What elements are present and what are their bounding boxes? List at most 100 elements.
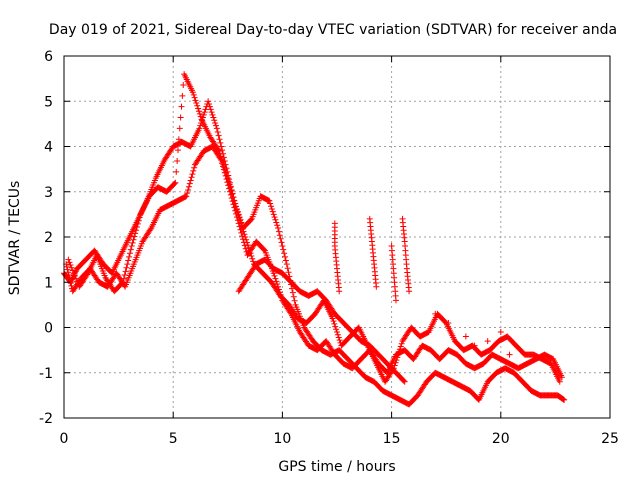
data-point-track-b [190, 167, 197, 174]
data-point-track-c [189, 89, 196, 96]
data-point-track-c [242, 234, 249, 240]
data-point-track-c [329, 315, 336, 322]
x-tick-label: 0 [60, 431, 69, 447]
data-point-track-c [221, 164, 228, 171]
data-point-track-a [272, 216, 279, 223]
data-point-spikes [462, 333, 469, 340]
data-point-track-a [289, 289, 296, 296]
data-point-track-c [67, 262, 74, 269]
data-point-track-c [243, 236, 250, 243]
data-point-track-b [67, 280, 74, 287]
data-point-track-c [396, 346, 403, 353]
data-point-track-c [135, 217, 142, 224]
data-point-track-c [234, 209, 241, 216]
data-point-track-a [290, 293, 297, 300]
data-point-spikes [506, 351, 513, 358]
data-point-track-c [393, 357, 400, 364]
data-point-track-c [193, 100, 200, 107]
data-point-track-c [120, 275, 127, 282]
data-point-track-c [130, 236, 137, 243]
data-point-track-c [224, 175, 231, 182]
data-point-track-a [202, 106, 209, 113]
data-point-track-c [172, 179, 179, 186]
x-tick-label: 10 [273, 431, 291, 447]
data-point-track-a [271, 214, 278, 221]
data-point-track-c [395, 351, 402, 358]
data-point-track-a [213, 122, 220, 129]
data-point-track-c [232, 203, 239, 210]
data-point-track-c [216, 148, 223, 155]
data-point-track-c [223, 172, 230, 179]
data-point-track-a [279, 243, 286, 250]
data-point-track-c [331, 320, 338, 327]
data-point-track-a [268, 205, 275, 212]
data-point-track-c [197, 113, 204, 120]
data-point-spikes [392, 297, 399, 304]
data-point-track-a [282, 253, 289, 260]
data-point-track-c [74, 278, 81, 285]
data-point-track-c [119, 280, 126, 287]
data-point-track-a [275, 224, 282, 231]
data-point-track-c [132, 230, 139, 237]
data-point-track-d [400, 377, 407, 384]
data-point-track-c [236, 214, 243, 221]
data-point-track-c [123, 264, 130, 271]
data-point-track-c [66, 259, 73, 266]
data-point-track-a [289, 285, 296, 292]
data-point-track-c [194, 102, 201, 109]
data-point-track-b [184, 190, 191, 197]
data-point-track-c [222, 167, 229, 174]
data-point-track-c [192, 97, 199, 104]
data-point-spikes [497, 329, 504, 336]
data-point-track-c [217, 153, 224, 160]
data-point-track-c [69, 267, 76, 274]
x-tick-label: 5 [169, 431, 178, 447]
data-point-track-b [271, 272, 278, 279]
data-point-track-a [283, 261, 290, 268]
data-point-track-c [134, 220, 141, 227]
grid-lines [64, 56, 610, 418]
x-axis-ticks: 0 5 10 15 20 25 [60, 56, 619, 447]
y-tick-label: 6 [44, 49, 53, 65]
y-tick-label: 3 [44, 185, 53, 201]
data-point-spikes [471, 342, 478, 349]
data-point-track-a [211, 117, 218, 124]
data-point-track-a [210, 114, 217, 121]
data-point-track-a [215, 132, 222, 139]
data-point-track-c [73, 275, 80, 282]
data-point-spikes [406, 288, 413, 295]
data-point-track-a [200, 111, 207, 118]
y-tick-label: 2 [44, 230, 53, 246]
y-tick-label: 5 [44, 94, 53, 110]
data-point-track-c [174, 157, 181, 164]
data-point-track-d [401, 378, 408, 385]
data-point-track-c [398, 340, 405, 347]
data-point-spikes [484, 338, 491, 345]
data-point-track-c [179, 92, 186, 99]
data-point-track-b [185, 183, 192, 190]
data-point-track-b [67, 277, 74, 284]
data-point-track-a [206, 103, 213, 110]
y-tick-label: -2 [39, 411, 53, 427]
data-point-track-a [216, 136, 223, 143]
data-point-track-c [223, 169, 230, 176]
data-point-track-c [228, 187, 235, 194]
data-point-track-a [267, 200, 274, 207]
data-point-track-b [189, 171, 196, 178]
data-point-track-a [247, 216, 254, 223]
data-point-track-c [247, 250, 254, 257]
data-point-track-b [187, 177, 194, 184]
data-point-track-c [171, 180, 178, 187]
data-point-track-c [180, 81, 187, 88]
data-point-track-c [195, 105, 202, 112]
data-point-track-c [556, 378, 563, 385]
data-point-track-b [273, 278, 280, 285]
data-point-track-c [392, 359, 399, 366]
data-point-track-c [397, 343, 404, 350]
data-point-track-c [176, 125, 183, 132]
data-point-track-b [272, 275, 279, 282]
data-point-track-c [173, 168, 180, 175]
chart-title: Day 019 of 2021, Sidereal Day-to-day VTE… [49, 22, 617, 38]
data-point-track-c [68, 264, 75, 271]
data-point-track-a [197, 122, 204, 129]
